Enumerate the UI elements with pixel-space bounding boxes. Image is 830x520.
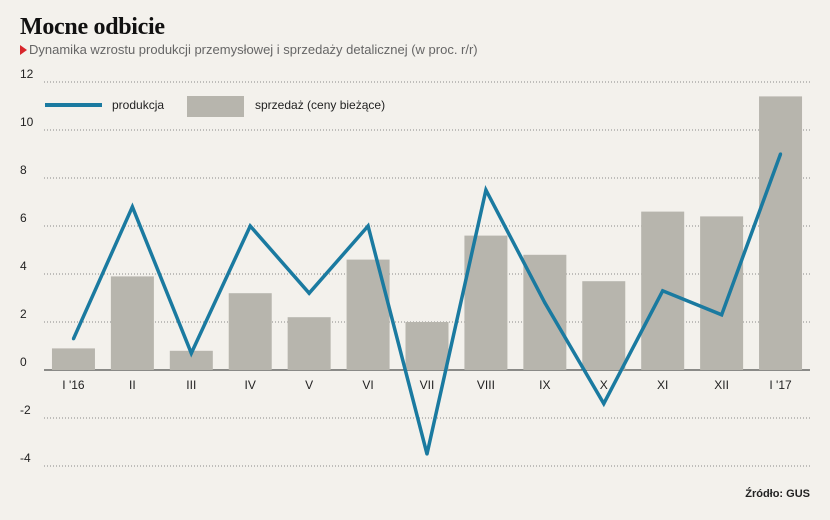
bar: [700, 216, 744, 370]
y-tick-label: 8: [20, 163, 27, 177]
line-point: [248, 224, 252, 228]
bar: [405, 322, 449, 370]
source-note: Źródło: GUS: [745, 488, 810, 500]
line-point: [366, 224, 370, 228]
y-tick-label: -4: [20, 451, 31, 465]
line-point: [71, 337, 76, 341]
y-tick-label: -2: [20, 403, 31, 417]
bar: [51, 348, 95, 370]
y-tick-label: 4: [20, 259, 27, 273]
bar: [228, 293, 272, 370]
bar: [110, 276, 154, 370]
line-point: [189, 351, 193, 355]
y-tick-label: 0: [20, 355, 27, 369]
bar: [287, 317, 331, 370]
line-point: [130, 205, 134, 209]
bar: [582, 281, 626, 370]
x-tick-label: X: [600, 378, 608, 392]
line-point: [543, 301, 547, 305]
x-tick-label: XII: [714, 378, 729, 392]
subtitle-marker-icon: [20, 44, 27, 55]
line-point: [720, 313, 724, 317]
bar: [346, 259, 390, 370]
line-point: [661, 289, 665, 293]
x-tick-label: XI: [657, 378, 668, 392]
bar: [169, 350, 213, 370]
y-tick-label: 12: [20, 67, 34, 81]
line-point: [778, 152, 783, 156]
line-point: [602, 402, 606, 406]
line-point: [425, 452, 429, 456]
legend-label-bar: sprzedaż (ceny bieżące): [255, 98, 385, 112]
x-tick-label: V: [305, 378, 313, 392]
x-tick-label: VII: [420, 378, 435, 392]
x-tick-label: IX: [539, 378, 550, 392]
chart-title: Mocne odbicie: [20, 14, 165, 40]
legend-label-line: produkcja: [112, 98, 164, 112]
legend-swatch-bar: [187, 96, 244, 117]
y-tick-label: 10: [20, 115, 34, 129]
x-tick-label: III: [186, 378, 196, 392]
x-tick-label: VI: [362, 378, 373, 392]
y-tick-label: 6: [20, 211, 27, 225]
x-tick-label: II: [129, 378, 136, 392]
x-tick-label: I '17: [769, 378, 792, 392]
chart-subtitle: Dynamika wzrostu produkcji przemysłowej …: [20, 42, 478, 57]
line-point: [484, 188, 488, 192]
x-tick-label: IV: [245, 378, 256, 392]
x-tick-label: VIII: [477, 378, 495, 392]
y-tick-label: 2: [20, 307, 27, 321]
x-tick-label: I '16: [62, 378, 85, 392]
subtitle-text: Dynamika wzrostu produkcji przemysłowej …: [29, 42, 478, 57]
bar: [759, 96, 803, 371]
line-point: [307, 291, 311, 295]
